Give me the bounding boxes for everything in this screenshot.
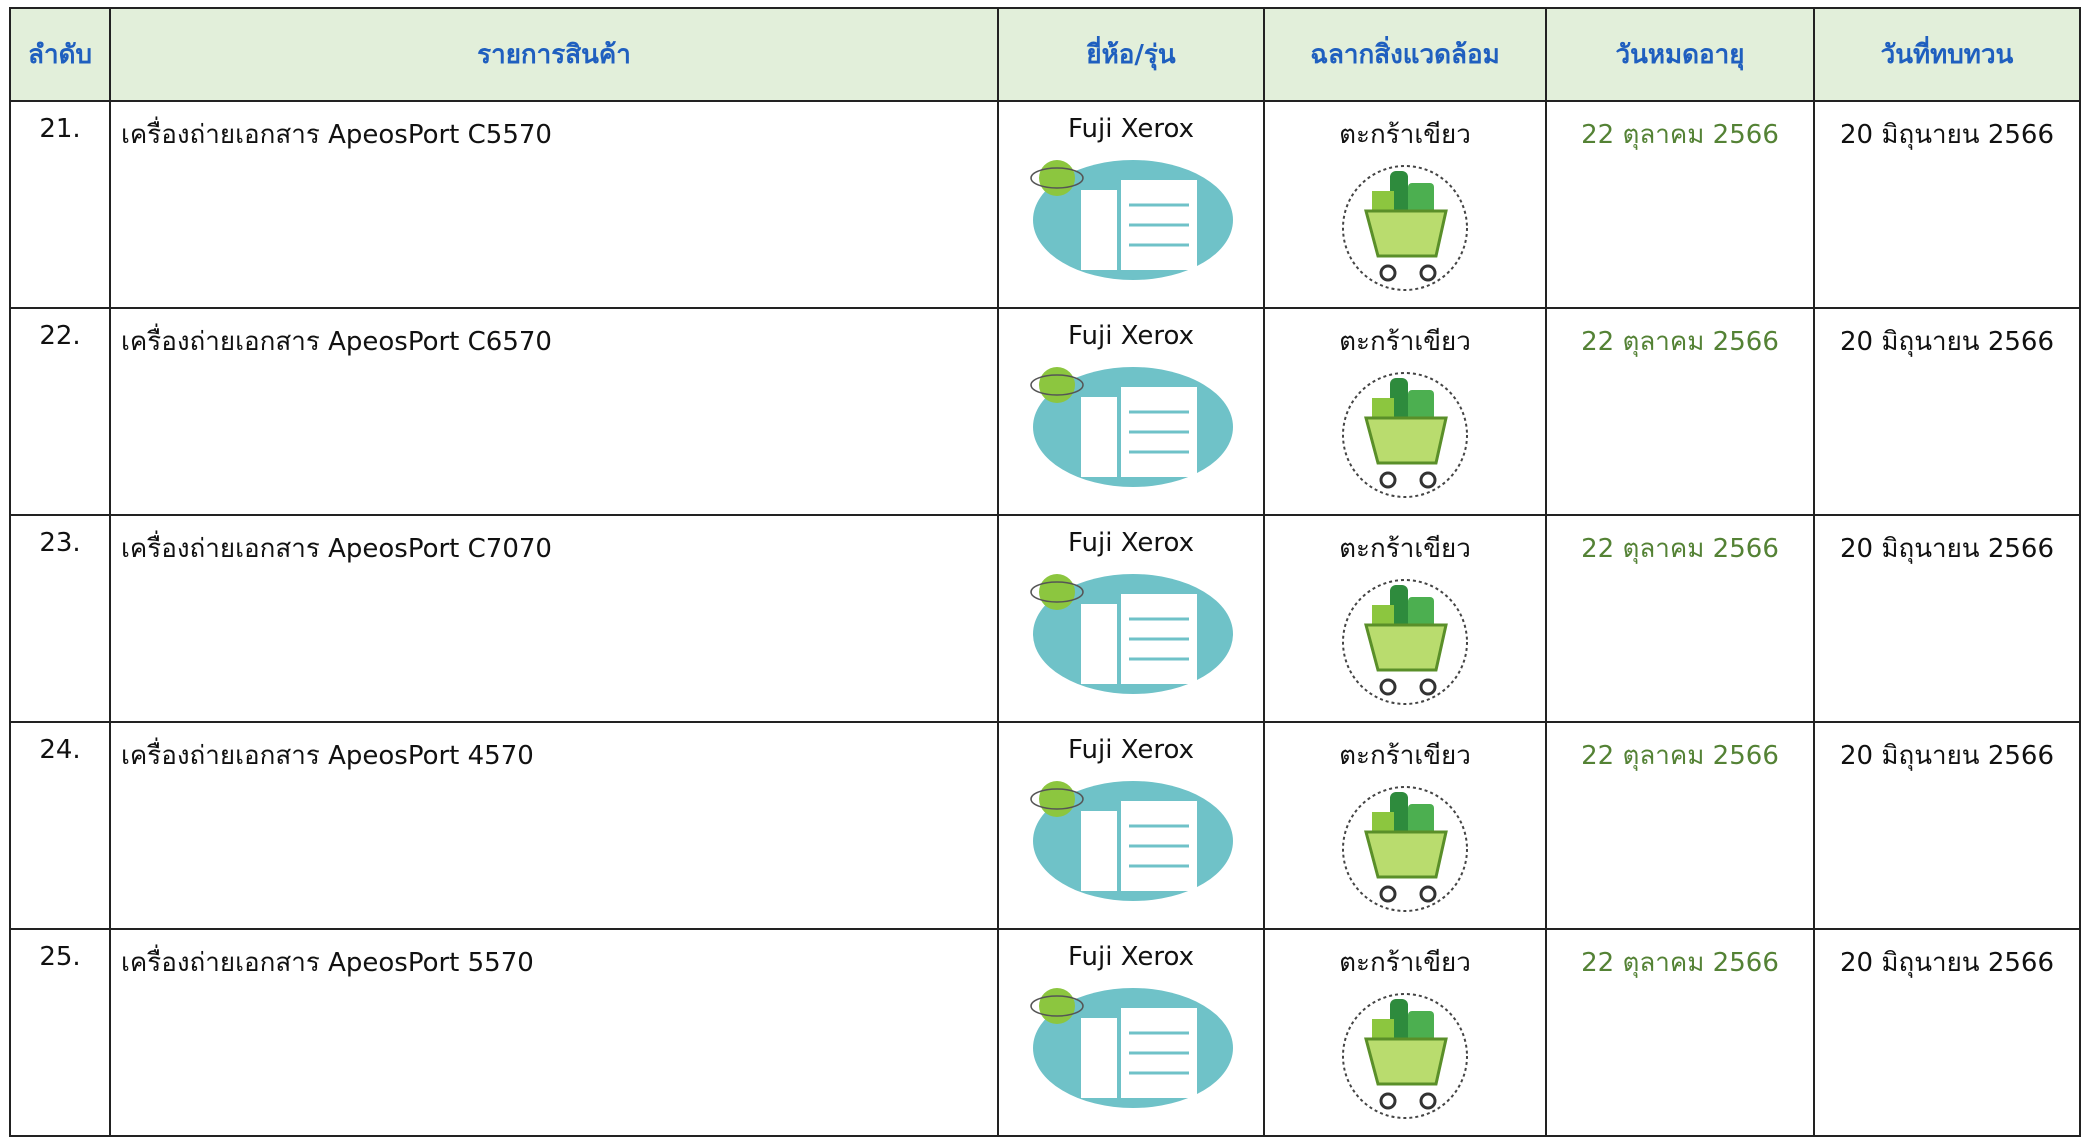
product-table: ลำดับ รายการสินค้า ยี่ห้อ/รุ่น ฉลากสิ่งแวดล… (9, 7, 2081, 1137)
brand-cell: Fuji Xerox (997, 307, 1265, 516)
review-date-cell: 20 มิถุนายน 2566 (1813, 514, 2081, 723)
product-name: เครื่องถ่ายเอกสาร ApeosPort 5570 (121, 948, 534, 978)
column-header: วันที่ทบทวน (1813, 7, 2081, 102)
row-number: 23. (39, 528, 81, 558)
table-header: ลำดับ รายการสินค้า ยี่ห้อ/รุ่น ฉลากสิ่งแวดล… (9, 7, 2081, 102)
eco-label: ตะกร้าเขียว (1339, 948, 1471, 978)
brand: Fuji Xerox (1068, 321, 1194, 351)
expiry-date: 22 ตุลาคม 2566 (1581, 327, 1779, 357)
row-number: 24. (39, 735, 81, 765)
green-label-icon (1341, 165, 1468, 291)
row-number: 22. (39, 321, 81, 351)
brand-cell: Fuji Xerox (997, 721, 1265, 930)
expiry-date: 22 ตุลาคม 2566 (1581, 120, 1779, 150)
review-date: 20 มิถุนายน 2566 (1839, 948, 2055, 978)
eco-label: ตะกร้าเขียว (1339, 327, 1471, 357)
expiry-date-cell: 22 ตุลาคม 2566 (1545, 100, 1815, 309)
green-label-icon (1341, 786, 1468, 912)
brand-cell: Fuji Xerox (997, 100, 1265, 309)
expiry-date: 22 ตุลาคม 2566 (1581, 534, 1779, 564)
table-row: 22. เครื่องถ่ายเอกสาร ApeosPort C6570 Fuji… (9, 307, 2081, 516)
product-name: เครื่องถ่ายเอกสาร ApeosPort C7070 (121, 534, 552, 564)
eco-label-cell: ตะกร้าเขียว (1263, 721, 1547, 930)
green-label-icon (1341, 579, 1468, 705)
table-row: 25. เครื่องถ่ายเอกสาร ApeosPort 5570 Fuji … (9, 928, 2081, 1137)
product-name-cell: เครื่องถ่ายเอกสาร ApeosPort C6570 (109, 307, 999, 516)
brand-cell: Fuji Xerox (997, 514, 1265, 723)
expiry-date-cell: 22 ตุลาคม 2566 (1545, 514, 1815, 723)
row-number-cell: 24. (9, 721, 111, 930)
review-date: 20 มิถุนายน 2566 (1839, 120, 2055, 150)
copier-icon (1029, 574, 1233, 694)
expiry-date: 22 ตุลาคม 2566 (1581, 741, 1779, 771)
product-name-cell: เครื่องถ่ายเอกสาร ApeosPort 4570 (109, 721, 999, 930)
green-label-icon (1341, 372, 1468, 498)
product-name: เครื่องถ่ายเอกสาร ApeosPort 4570 (121, 741, 534, 771)
review-date-cell: 20 มิถุนายน 2566 (1813, 307, 2081, 516)
row-number-cell: 23. (9, 514, 111, 723)
copier-icon (1029, 367, 1233, 487)
review-date-cell: 20 มิถุนายน 2566 (1813, 721, 2081, 930)
column-header: ลำดับ (9, 7, 111, 102)
row-number: 25. (39, 942, 81, 972)
copier-icon (1029, 988, 1233, 1108)
eco-label: ตะกร้าเขียว (1339, 534, 1471, 564)
expiry-date: 22 ตุลาคม 2566 (1581, 948, 1779, 978)
table-body: 21. เครื่องถ่ายเอกสาร ApeosPort C5570 Fuji… (9, 100, 2081, 1137)
product-name: เครื่องถ่ายเอกสาร ApeosPort C5570 (121, 120, 552, 150)
brand: Fuji Xerox (1068, 942, 1194, 972)
row-number: 21. (39, 114, 81, 144)
eco-label-cell: ตะกร้าเขียว (1263, 307, 1547, 516)
review-date: 20 มิถุนายน 2566 (1839, 534, 2055, 564)
table-row: 24. เครื่องถ่ายเอกสาร ApeosPort 4570 Fuji … (9, 721, 2081, 930)
review-date-cell: 20 มิถุนายน 2566 (1813, 928, 2081, 1137)
review-date: 20 มิถุนายน 2566 (1839, 327, 2055, 357)
expiry-date-cell: 22 ตุลาคม 2566 (1545, 928, 1815, 1137)
table-row: 23. เครื่องถ่ายเอกสาร ApeosPort C7070 Fuji… (9, 514, 2081, 723)
eco-label-cell: ตะกร้าเขียว (1263, 928, 1547, 1137)
column-header: วันหมดอายุ (1545, 7, 1815, 102)
expiry-date-cell: 22 ตุลาคม 2566 (1545, 721, 1815, 930)
eco-label: ตะกร้าเขียว (1339, 741, 1471, 771)
brand-cell: Fuji Xerox (997, 928, 1265, 1137)
product-name-cell: เครื่องถ่ายเอกสาร ApeosPort 5570 (109, 928, 999, 1137)
brand: Fuji Xerox (1068, 735, 1194, 765)
table-row: 21. เครื่องถ่ายเอกสาร ApeosPort C5570 Fuji… (9, 100, 2081, 309)
eco-label-cell: ตะกร้าเขียว (1263, 514, 1547, 723)
copier-icon (1029, 781, 1233, 901)
product-name-cell: เครื่องถ่ายเอกสาร ApeosPort C7070 (109, 514, 999, 723)
review-date-cell: 20 มิถุนายน 2566 (1813, 100, 2081, 309)
header-row: ลำดับ รายการสินค้า ยี่ห้อ/รุ่น ฉลากสิ่งแวดล… (9, 7, 2081, 102)
eco-label: ตะกร้าเขียว (1339, 120, 1471, 150)
review-date: 20 มิถุนายน 2566 (1839, 741, 2055, 771)
green-label-icon (1341, 993, 1468, 1119)
row-number-cell: 25. (9, 928, 111, 1137)
brand: Fuji Xerox (1068, 528, 1194, 558)
copier-icon (1029, 160, 1233, 280)
row-number-cell: 21. (9, 100, 111, 309)
column-header: ฉลากสิ่งแวดล้อม (1263, 7, 1547, 102)
product-name-cell: เครื่องถ่ายเอกสาร ApeosPort C5570 (109, 100, 999, 309)
page: ลำดับ รายการสินค้า ยี่ห้อ/รุ่น ฉลากสิ่งแวดล… (9, 7, 2081, 1137)
expiry-date-cell: 22 ตุลาคม 2566 (1545, 307, 1815, 516)
column-header: รายการสินค้า (109, 7, 999, 102)
brand: Fuji Xerox (1068, 114, 1194, 144)
eco-label-cell: ตะกร้าเขียว (1263, 100, 1547, 309)
column-header: ยี่ห้อ/รุ่น (997, 7, 1265, 102)
product-name: เครื่องถ่ายเอกสาร ApeosPort C6570 (121, 327, 552, 357)
row-number-cell: 22. (9, 307, 111, 516)
